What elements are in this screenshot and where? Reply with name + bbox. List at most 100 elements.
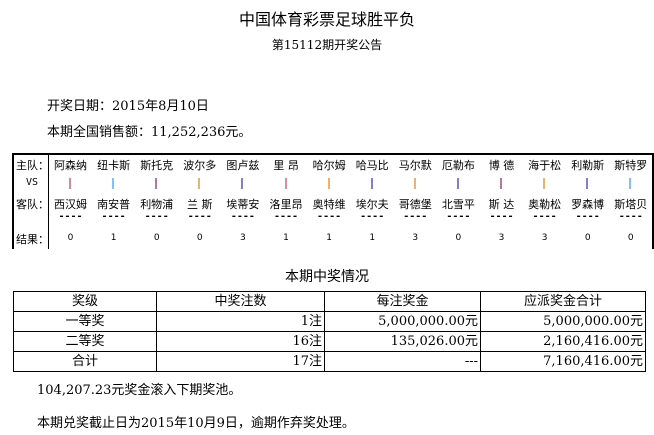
match-result: 0 <box>196 233 203 243</box>
home-team: 厄勒布 <box>441 159 475 172</box>
away-team: 斯 达 <box>488 198 515 211</box>
dash-separator: ---- <box>58 211 83 222</box>
vs-bar <box>370 178 373 189</box>
vs-label: VS <box>25 177 39 188</box>
away-team: 哥德堡 <box>398 198 432 211</box>
dash-separator: ---- <box>187 211 212 222</box>
away-team: 奥勒松 <box>528 198 562 211</box>
away-team: 北雪平 <box>441 198 475 211</box>
match-column: 阿森纳 西汉姆 ---- 0 <box>49 155 92 249</box>
home-team: 哈尔姆 <box>312 159 346 172</box>
away-team: 西汉姆 <box>54 198 87 211</box>
match-result: 3 <box>498 233 505 243</box>
away-team: 埃蒂安 <box>226 198 260 211</box>
match-column: 斯托克 利物浦 ---- 0 <box>135 155 178 249</box>
match-result: 0 <box>584 233 591 243</box>
prize-title: 本期中奖情况 <box>285 269 369 285</box>
vs-bar <box>112 178 115 189</box>
home-team: 图卢兹 <box>226 159 260 172</box>
cell: 一等奖 <box>13 311 157 332</box>
match-column: 里 昂 洛里昂 ---- 1 <box>265 155 308 249</box>
vs-bar <box>155 178 158 189</box>
match-result: 1 <box>326 233 332 243</box>
cell: 2,160,416.00元 <box>480 331 646 352</box>
match-column: 海于松 奥勒松 ---- 3 <box>523 155 566 249</box>
dash-separator: ---- <box>317 211 342 222</box>
issue-subtitle: 第15112期开奖公告 <box>271 38 383 52</box>
away-label: 客队： <box>16 198 49 211</box>
dash-separator: ---- <box>403 211 428 222</box>
away-team: 奥特维 <box>312 198 346 211</box>
cell: 17注 <box>156 351 325 372</box>
vs-bar <box>456 178 459 189</box>
cell: 135,026.00元 <box>324 331 481 352</box>
dash-separator: ---- <box>230 211 255 222</box>
dash-separator: ---- <box>532 211 557 222</box>
home-team: 海于松 <box>528 159 562 172</box>
header-cell: 中奖注数 <box>156 291 325 312</box>
cell: 1注 <box>156 311 325 332</box>
dash-separator: ---- <box>144 211 169 222</box>
label-divider <box>48 155 49 249</box>
cell: 合计 <box>13 351 157 372</box>
vs-bar <box>284 178 287 189</box>
deadline-note: 本期兑奖截止日为2015年10月9日，逾期作弃奖处理。 <box>37 416 355 431</box>
cell: 5,000,000.00元 <box>324 311 481 332</box>
vs-bar <box>629 178 632 189</box>
match-result: 0 <box>627 233 634 243</box>
cell: 5,000,000.00元 <box>480 311 646 332</box>
home-team: 哈马比 <box>355 159 389 172</box>
away-team: 利物浦 <box>140 198 174 211</box>
dash-separator: ---- <box>618 211 643 222</box>
away-team: 斯塔贝 <box>614 198 648 211</box>
match-result: 3 <box>240 233 246 243</box>
home-team: 斯托克 <box>140 159 174 172</box>
home-team: 马尔默 <box>398 159 432 172</box>
away-team: 兰 斯 <box>187 198 213 211</box>
dash-separator: ---- <box>360 211 385 222</box>
home-team: 斯特罗 <box>614 159 648 172</box>
home-team: 纽卡斯 <box>97 159 131 172</box>
dash-separator: ---- <box>489 211 514 222</box>
match-result: 3 <box>541 233 548 243</box>
rollover-note: 104,207.23元奖金滚入下期奖池。 <box>37 383 242 398</box>
match-result: 0 <box>153 233 160 243</box>
dash-separator: ---- <box>575 211 600 222</box>
match-column: 波尔多 兰 斯 ---- 0 <box>178 155 221 249</box>
match-result: 1 <box>369 233 376 243</box>
away-team: 罗森博 <box>571 198 605 211</box>
header-cell: 每注奖金 <box>324 291 481 312</box>
result-label: 结果： <box>16 233 49 246</box>
vs-bar <box>241 178 244 189</box>
home-team: 里 昂 <box>273 159 299 172</box>
page-title: 中国体育彩票足球胜平负 <box>238 10 415 29</box>
match-column: 图卢兹 埃蒂安 ---- 3 <box>221 155 264 249</box>
table-row: 一等奖 1注 5,000,000.00元 5,000,000.00元 <box>13 311 646 332</box>
match-column: 马尔默 哥德堡 ---- 3 <box>394 155 437 249</box>
match-column: 利勒斯 罗森博 ---- 0 <box>566 155 609 249</box>
match-result: 3 <box>412 233 419 243</box>
home-label: 主队： <box>16 159 49 172</box>
match-result: 0 <box>67 233 74 243</box>
dash-separator: ---- <box>446 211 471 222</box>
vs-bar <box>198 178 201 189</box>
dash-separator: ---- <box>101 211 126 222</box>
dash-separator: ---- <box>273 211 299 222</box>
prize-table: 奖级 中奖注数 每注奖金 应派奖金合计 一等奖 1注 5,000,000.00元… <box>13 291 646 372</box>
away-team: 埃尔夫 <box>355 198 389 211</box>
home-team: 博 德 <box>488 159 515 172</box>
cell: 二等奖 <box>13 331 157 352</box>
vs-bar <box>500 178 502 189</box>
away-team: 洛里昂 <box>269 198 303 211</box>
table-row: 二等奖 16注 135,026.00元 2,160,416.00元 <box>13 331 646 352</box>
match-column: 纽卡斯 南安普 ---- 1 <box>92 155 135 249</box>
cell: 7,160,416.00元 <box>480 351 646 372</box>
vs-bar <box>69 178 71 189</box>
vs-bar <box>543 178 546 189</box>
match-result: 1 <box>283 233 289 243</box>
home-team: 利勒斯 <box>571 159 605 172</box>
header-cell: 奖级 <box>13 291 157 312</box>
match-result: 1 <box>110 233 117 243</box>
sales-total: 本期全国销售额：11,252,236元。 <box>47 125 252 140</box>
away-team: 南安普 <box>97 198 131 211</box>
